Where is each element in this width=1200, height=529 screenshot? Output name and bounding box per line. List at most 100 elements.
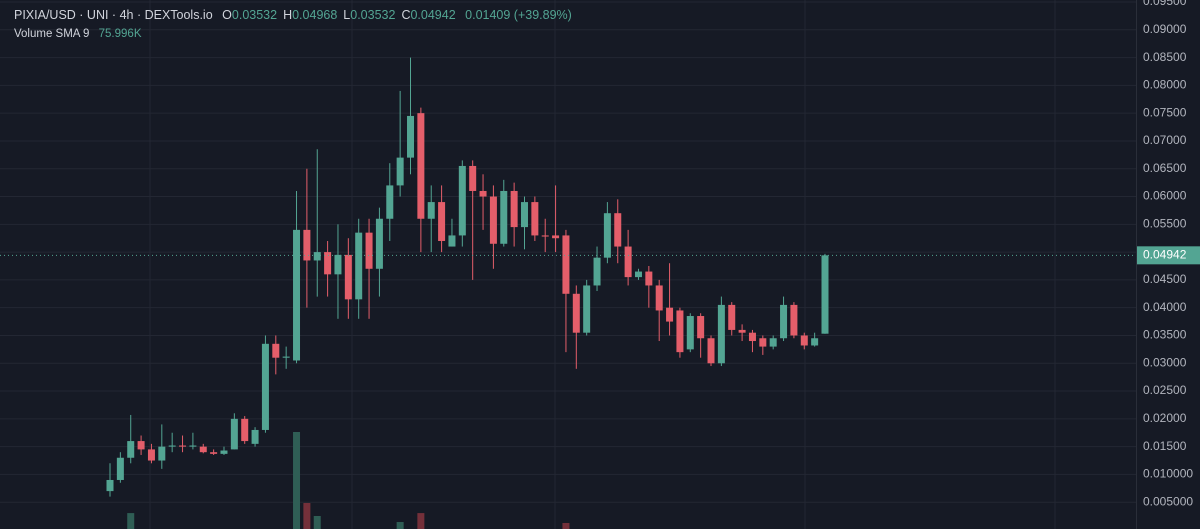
volume-bar <box>562 522 570 529</box>
volume-label: Volume SMA 9 <box>14 28 90 40</box>
ohlc-label: L <box>343 8 351 22</box>
candle-body <box>510 190 518 228</box>
candle-body <box>127 441 135 458</box>
volume-legend: Volume SMA 9 75.996K <box>14 28 142 40</box>
candle-body <box>137 441 145 450</box>
candle-body <box>790 304 798 336</box>
ohlc-value: 0.04942 <box>410 8 456 22</box>
candle-body <box>759 338 767 347</box>
candle-body <box>769 338 777 347</box>
last-price-label: 0.04942 <box>1143 248 1187 262</box>
candle-body <box>603 213 611 258</box>
candle-body <box>448 235 456 247</box>
candle-body <box>666 307 674 322</box>
ohlc-label: H <box>283 8 293 22</box>
candle-body <box>158 446 166 461</box>
y-tick-label: 0.08000 <box>1143 78 1187 92</box>
candle-body <box>438 202 446 241</box>
ohlc-value: 0.03532 <box>350 8 396 22</box>
y-tick-label: 0.02000 <box>1143 411 1187 425</box>
y-tick-label: 0.01500 <box>1143 439 1187 453</box>
candle-body <box>375 218 383 269</box>
candle-body <box>355 232 363 300</box>
candle-body <box>572 293 580 333</box>
candle-body <box>821 255 829 334</box>
candle-body <box>293 229 301 361</box>
volume-bar <box>396 522 404 529</box>
candle-body <box>116 457 124 480</box>
volume-value: 75.996K <box>98 28 142 40</box>
candle-body <box>479 190 487 197</box>
symbol: PIXIA/USD · UNI · 4h · DEXTools.io <box>14 8 213 22</box>
candle-body <box>313 252 321 261</box>
candle-body <box>624 246 632 278</box>
candle-body <box>199 446 207 453</box>
legend-header: PIXIA/USD · UNI · 4h · DEXTools.io O0.03… <box>14 8 572 22</box>
candle-body <box>531 202 539 236</box>
ohlc-label: O <box>222 8 232 22</box>
candle-body <box>541 235 549 237</box>
y-tick-label: 0.07500 <box>1143 105 1187 119</box>
y-tick-label: 0.010000 <box>1143 467 1193 481</box>
candle-body <box>386 185 394 219</box>
candle-body <box>324 252 332 275</box>
candle-body <box>562 235 570 294</box>
candle-body <box>593 257 601 286</box>
candle-body <box>179 445 187 447</box>
candle-body <box>500 190 508 244</box>
candle-body <box>655 285 663 311</box>
y-tick-label: 0.09500 <box>1143 0 1187 8</box>
y-tick-label: 0.03500 <box>1143 328 1187 342</box>
candle-body <box>396 157 404 186</box>
candle-body <box>780 304 788 339</box>
candle-body <box>106 479 114 492</box>
candle-body <box>251 429 259 444</box>
y-tick-label: 0.05500 <box>1143 216 1187 230</box>
y-tick-label: 0.09000 <box>1143 22 1187 36</box>
candle-body <box>748 332 756 342</box>
candle-body <box>811 338 819 346</box>
y-tick-label: 0.06500 <box>1143 161 1187 175</box>
candle-body <box>634 271 642 278</box>
candle-body <box>583 285 591 333</box>
candle-body <box>489 196 497 244</box>
y-tick-label: 0.06000 <box>1143 189 1187 203</box>
candle-body <box>210 452 218 454</box>
y-tick-label: 0.08500 <box>1143 50 1187 64</box>
candle-body <box>520 202 528 228</box>
ohlc: O0.03532 H0.04968 L0.03532 C0.04942 <box>216 8 456 22</box>
candle-body <box>458 165 466 236</box>
candle-body <box>469 165 477 191</box>
y-tick-label: 0.005000 <box>1143 494 1193 508</box>
candle-body <box>738 329 746 333</box>
candle-body <box>303 229 311 261</box>
candle-body <box>168 445 176 447</box>
last-price-box <box>1137 246 1200 265</box>
candle-body <box>334 254 342 275</box>
volume-bar <box>417 513 425 529</box>
candle-body <box>707 338 715 364</box>
candle-body <box>261 343 269 430</box>
volume-bar <box>127 513 135 529</box>
candle-body <box>189 445 197 447</box>
y-tick-label: 0.04000 <box>1143 300 1187 314</box>
time-grid <box>149 0 1056 529</box>
candle-body <box>686 316 694 350</box>
ohlc-label: C <box>401 8 411 22</box>
candle-body <box>717 304 725 364</box>
candle-body <box>645 271 653 286</box>
candle-body <box>230 418 238 450</box>
volume-bar <box>313 516 321 529</box>
y-tick-label: 0.04500 <box>1143 272 1187 286</box>
ohlc-value: 0.03532 <box>231 8 278 22</box>
candle-body <box>147 449 155 461</box>
change: 0.01409 (+39.89%) <box>465 8 572 22</box>
candle-body <box>282 356 290 358</box>
candle-body <box>241 418 249 442</box>
candle-body <box>800 335 808 346</box>
y-tick-label: 0.07000 <box>1143 133 1187 147</box>
y-tick-label: 0.03000 <box>1143 355 1187 369</box>
ohlc-value: 0.04968 <box>292 8 338 22</box>
